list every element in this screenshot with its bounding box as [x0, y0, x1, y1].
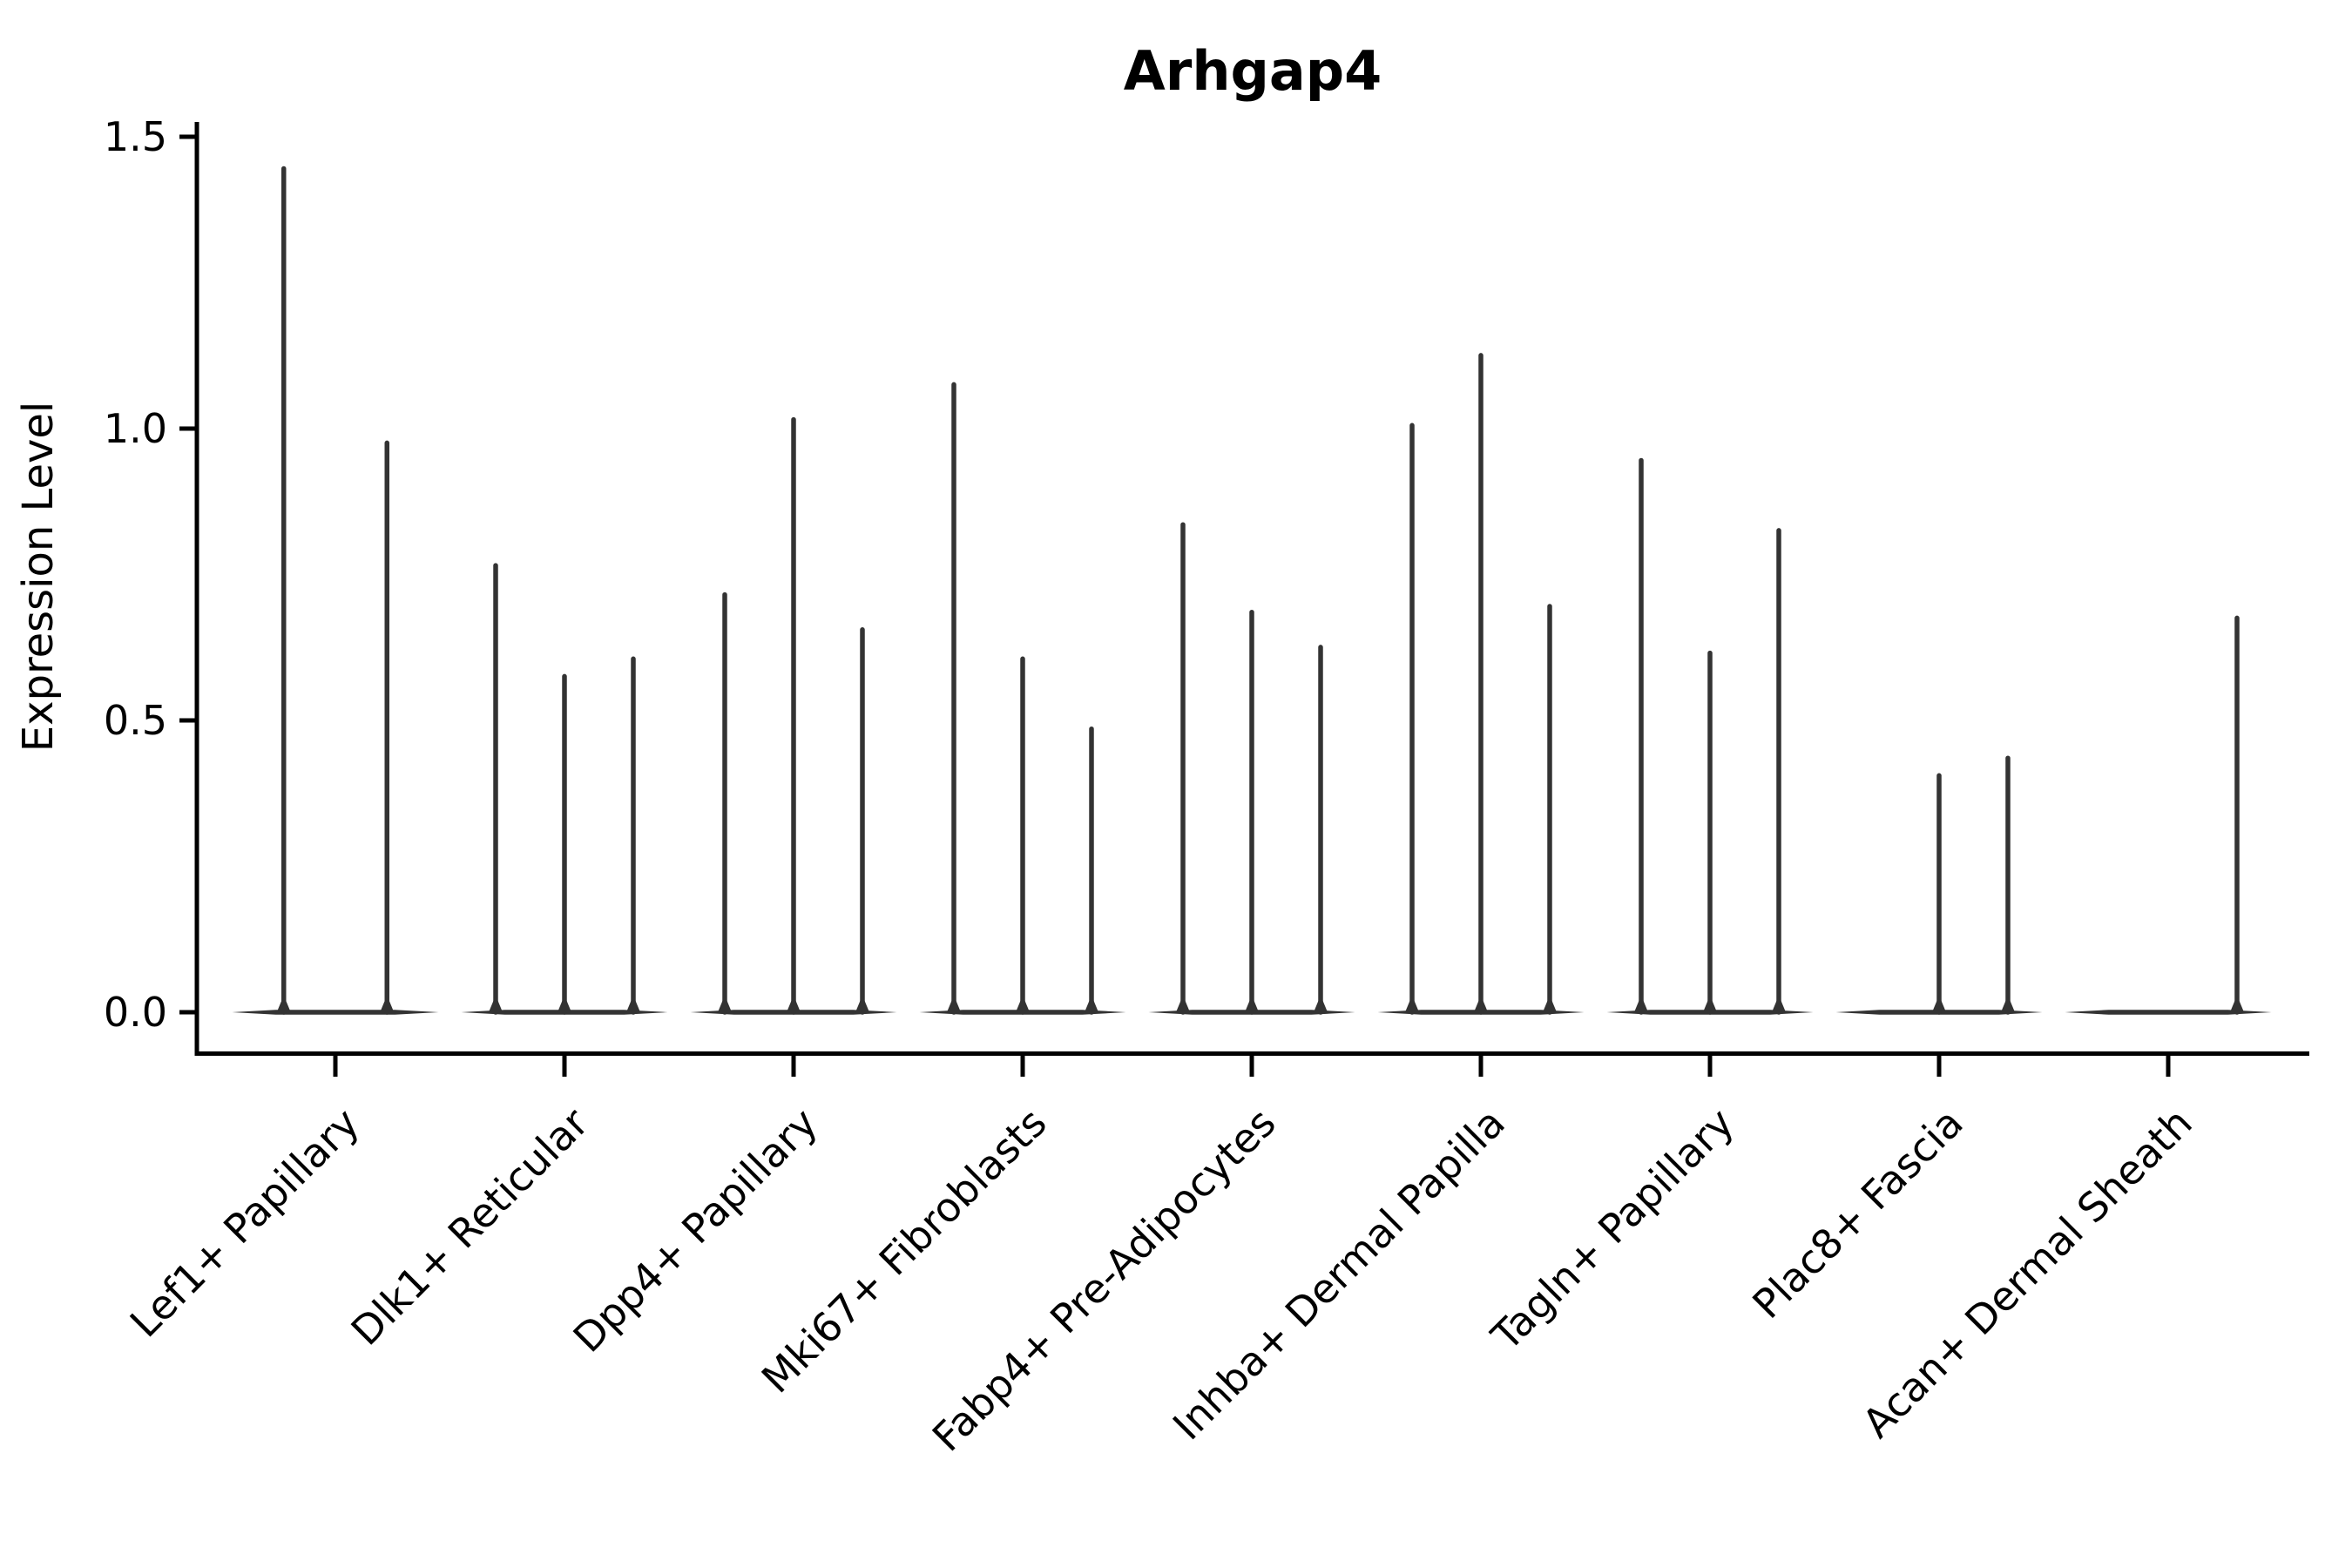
violin-spike-foot — [1932, 999, 1946, 1012]
chart-title: Arhgap4 — [1124, 39, 1382, 103]
y-tick-label: 0.0 — [104, 989, 167, 1036]
violin-spike-foot — [1772, 999, 1786, 1012]
violin-spike-foot — [626, 999, 640, 1012]
x-tick-label: Tagln+ Papillary — [1482, 1099, 1743, 1361]
violin-spike-foot — [2230, 999, 2244, 1012]
x-tick-label: Lef1+ Papillary — [121, 1099, 368, 1347]
violin-spike-foot — [1703, 999, 1717, 1012]
violin-spike-foot — [1543, 999, 1557, 1012]
violin-spike-foot — [1314, 999, 1328, 1012]
y-tick-label: 0.5 — [104, 697, 167, 744]
violin-spike-foot — [718, 999, 732, 1012]
violin-spike-foot — [489, 999, 503, 1012]
violin-spike-foot — [947, 999, 961, 1012]
violin-spike-foot — [1085, 999, 1098, 1012]
violin-spike-foot — [558, 999, 571, 1012]
violin-spike-foot — [276, 999, 291, 1012]
violin-spike-foot — [380, 999, 395, 1012]
violin-spike-foot — [1176, 999, 1190, 1012]
violin-spike-foot — [855, 999, 869, 1012]
x-tick-label: Dpp4+ Papillary — [564, 1099, 827, 1362]
x-tick-label: Dlk1+ Reticular — [342, 1099, 598, 1355]
violin-spike-foot — [1405, 999, 1419, 1012]
violin-spike-foot — [1474, 999, 1488, 1012]
violin-spike-foot — [1634, 999, 1648, 1012]
violin-spike-foot — [2001, 999, 2015, 1012]
violin-spike-foot — [787, 999, 801, 1012]
violin-baseline — [232, 1010, 439, 1015]
violin-spike-foot — [1245, 999, 1259, 1012]
violin-baseline — [2065, 1010, 2272, 1015]
y-axis-label: Expression Level — [14, 402, 63, 753]
y-tick-label: 1.0 — [104, 405, 167, 452]
y-tick-label: 1.5 — [104, 113, 167, 160]
x-tick-label: Plac8+ Fascia — [1743, 1099, 1971, 1328]
violin-spike-foot — [1016, 999, 1030, 1012]
